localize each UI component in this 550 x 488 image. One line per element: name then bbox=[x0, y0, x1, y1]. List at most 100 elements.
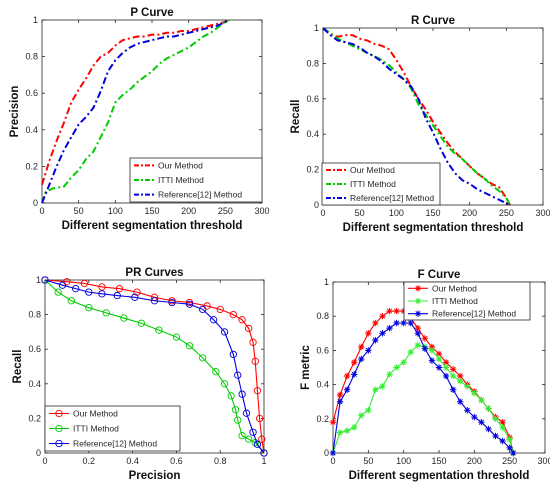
x-tick-label: 200 bbox=[467, 456, 482, 466]
legend-marker bbox=[55, 439, 63, 448]
y-tick-label: 0.8 bbox=[28, 310, 41, 320]
data-point bbox=[492, 432, 499, 440]
series-line-2 bbox=[322, 27, 511, 206]
chart-panel-1: 0 50 100 150 200 250 300 0 0.2 0.4 0.6 0.8 1 P Curve D… bbox=[9, 7, 270, 232]
x-tick-label: 250 bbox=[218, 206, 233, 216]
x-tick-label: 0 bbox=[39, 206, 44, 216]
data-point bbox=[249, 428, 257, 436]
y-tick-label: 0.4 bbox=[306, 129, 319, 139]
data-point bbox=[478, 419, 485, 426]
legend-marker bbox=[414, 310, 422, 317]
x-tick-label: 0.6 bbox=[170, 456, 183, 466]
y-tick-label: 0.2 bbox=[25, 161, 38, 171]
y-tick-label: 1 bbox=[36, 275, 41, 285]
data-point bbox=[372, 319, 379, 327]
y-axis-label: Recall bbox=[12, 350, 24, 384]
series-line-1 bbox=[41, 19, 230, 185]
x-tick-label: 0 bbox=[320, 208, 325, 218]
y-tick-label: 1 bbox=[33, 15, 38, 25]
data-point bbox=[137, 319, 146, 327]
chart-panel-4: 0 50 100 150 200 250 300 0 0.2 0.4 0.6 0.8 1 F Curve D… bbox=[300, 269, 550, 482]
x-tick-label: 150 bbox=[144, 206, 159, 216]
data-point bbox=[185, 342, 194, 350]
data-point bbox=[199, 354, 207, 362]
legend-label: Reference[12] Method bbox=[73, 439, 157, 449]
x-tick-label: 0.8 bbox=[214, 456, 227, 466]
data-point bbox=[471, 389, 478, 397]
data-point bbox=[428, 357, 436, 364]
y-axis-label: F metric bbox=[300, 345, 312, 390]
data-point bbox=[229, 310, 237, 319]
data-point bbox=[63, 278, 71, 286]
data-point bbox=[253, 440, 262, 448]
data-point bbox=[113, 291, 121, 300]
data-point bbox=[102, 309, 110, 317]
data-point bbox=[203, 302, 211, 310]
x-tick-label: 0.2 bbox=[83, 456, 96, 466]
data-point bbox=[400, 359, 407, 366]
y-tick-label: 0.2 bbox=[306, 165, 319, 175]
data-point bbox=[400, 319, 407, 327]
data-point bbox=[98, 290, 106, 298]
x-tick-label: 300 bbox=[254, 206, 269, 216]
x-tick-label: 150 bbox=[425, 208, 440, 218]
y-tick-label: 0.6 bbox=[28, 344, 41, 354]
data-point bbox=[358, 355, 365, 363]
y-tick-label: 0.8 bbox=[25, 52, 38, 62]
x-tick-label: 300 bbox=[535, 208, 550, 218]
data-point bbox=[351, 424, 358, 431]
chart-title: F Curve bbox=[418, 269, 461, 281]
data-point bbox=[85, 304, 93, 312]
data-point bbox=[336, 391, 344, 399]
data-point bbox=[251, 357, 259, 365]
legend: Our Method ITTI Method Reference[12] Metho… bbox=[44, 405, 181, 452]
x-tick-label: 50 bbox=[74, 206, 84, 216]
y-tick-label: 0.6 bbox=[25, 88, 38, 98]
data-point bbox=[231, 406, 240, 414]
series-line-2 bbox=[41, 19, 230, 204]
data-point bbox=[386, 324, 393, 332]
data-point bbox=[227, 392, 235, 400]
data-point bbox=[253, 387, 262, 395]
data-point bbox=[249, 338, 257, 346]
data-point bbox=[351, 371, 358, 378]
y-tick-label: 0 bbox=[33, 198, 38, 208]
data-point bbox=[238, 432, 246, 440]
data-point bbox=[199, 305, 207, 314]
x-tick-label: 250 bbox=[502, 456, 517, 466]
data-point bbox=[329, 449, 337, 457]
y-tick-label: 0 bbox=[324, 448, 329, 458]
data-point bbox=[506, 444, 513, 452]
data-point bbox=[150, 297, 159, 305]
data-point bbox=[255, 414, 264, 423]
data-point bbox=[379, 313, 386, 320]
x-axis-label: Different segmentation threshold bbox=[62, 220, 243, 232]
data-point bbox=[220, 380, 229, 388]
data-point bbox=[216, 305, 224, 314]
data-point bbox=[372, 336, 379, 344]
data-point bbox=[67, 297, 75, 305]
chart-panel-2: 0 50 100 150 200 250 300 0 0.2 0.4 0.6 0.8 1 R Curve D… bbox=[290, 15, 550, 234]
legend-label: ITTI Method bbox=[73, 424, 119, 434]
data-point bbox=[351, 359, 358, 366]
x-tick-label: 50 bbox=[355, 208, 365, 218]
series-line-1 bbox=[322, 27, 511, 206]
data-point bbox=[449, 372, 457, 380]
data-point bbox=[245, 324, 253, 333]
y-tick-label: 0.8 bbox=[316, 311, 329, 321]
data-point bbox=[41, 276, 49, 284]
chart-panel-3: 0 0.2 0.4 0.6 0.8 1 0 0.2 0.4 0.6 0.8 1 PR Curves Pre… bbox=[12, 267, 268, 482]
y-tick-label: 0 bbox=[314, 200, 319, 210]
data-point bbox=[499, 419, 506, 426]
data-point bbox=[379, 383, 386, 390]
data-point bbox=[499, 424, 506, 431]
data-point bbox=[386, 307, 393, 315]
legend-marker bbox=[55, 424, 63, 433]
data-point bbox=[212, 368, 220, 376]
x-tick-label: 200 bbox=[462, 208, 477, 218]
legend-label: Reference[12] Method bbox=[432, 309, 516, 319]
x-axis-label: Different segmentation threshold bbox=[349, 470, 530, 482]
legend-marker bbox=[55, 409, 63, 418]
data-point bbox=[336, 429, 344, 436]
